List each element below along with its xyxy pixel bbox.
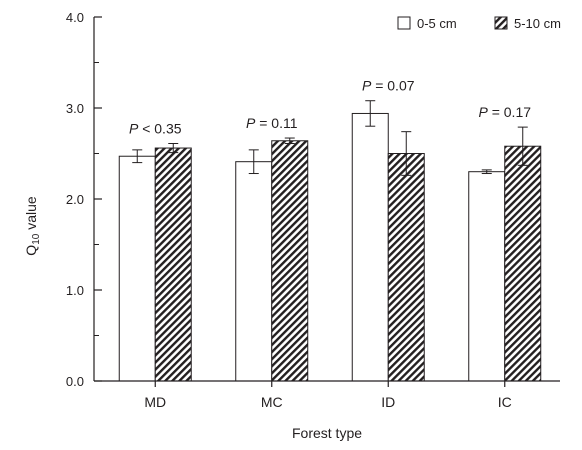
bar-IC-0-5 cm [468,171,506,382]
p-value-annotation: P < 0.35 [129,120,182,136]
y-axis-label-main: Q [23,245,39,256]
x-tick-label: MD [144,394,166,410]
y-tick-label: 3.0 [66,101,84,116]
y-axis-label-rest: value [23,196,39,234]
bar-MC-5-10 cm [271,140,309,382]
p-value-annotation: P = 0.07 [362,78,415,94]
bar-MC-0-5 cm [235,161,273,382]
bar-MD-0-5 cm [118,155,156,382]
annotations-layer: P < 0.35 P = 0.11 P = 0.07 P = 0.17 [129,78,531,137]
bar-MD-5-10 cm [154,147,192,382]
x-tick-label: ID [381,394,395,410]
x-ticks-layer: MD MC ID IC [144,381,512,410]
y-axis-label-subscript: 10 [31,233,42,245]
y-tick-label: 4.0 [66,10,84,25]
legend-label-5-10cm: 5-10 cm [514,16,561,31]
bar-ID-5-10 cm [387,153,425,382]
y-tick-label: 0.0 [66,374,84,389]
legend: 0-5 cm 5-10 cm [397,16,561,31]
bar-IC-5-10 cm [504,145,542,382]
x-tick-label: MC [261,394,283,410]
legend-label-0-5cm: 0-5 cm [417,16,457,31]
legend-swatch-open [397,16,411,30]
p-value-annotation: P = 0.17 [478,104,531,120]
x-axis-label: Forest type [292,425,362,441]
bar-ID-0-5 cm [351,112,389,382]
legend-swatch-hatched [494,16,508,30]
p-value-annotation: P = 0.11 [246,115,298,131]
y-tick-label: 1.0 [66,283,84,298]
y-axis-label: Q10 value [23,196,42,256]
y-ticks-layer: 0.0 1.0 2.0 3.0 4.0 [66,10,102,389]
y-tick-label: 2.0 [66,192,84,207]
x-tick-label: IC [498,394,512,410]
bars-layer [118,112,542,382]
error-bars-layer [132,100,528,176]
